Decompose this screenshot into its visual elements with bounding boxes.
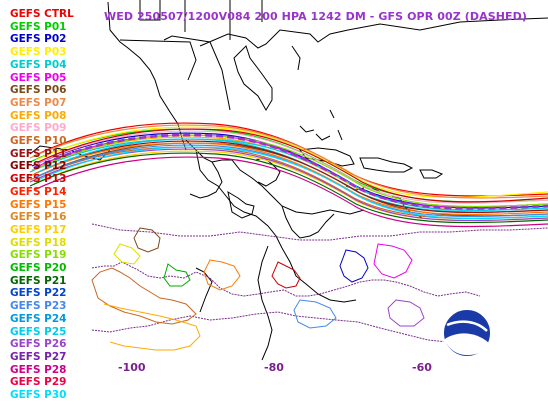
noaa-logo	[442, 308, 492, 358]
legend-entry: GEFS P10	[10, 135, 67, 148]
legend-entry: GEFS P22	[10, 287, 67, 300]
legend-entry: GEFS P05	[10, 71, 67, 84]
legend-entry: GEFS P21	[10, 274, 67, 287]
legend-entry: GEFS P25	[10, 325, 67, 338]
legend-entry: GEFS P14	[10, 185, 67, 198]
legend-entry: GEFS P16	[10, 211, 67, 224]
legend-entry: GEFS P11	[10, 147, 67, 160]
legend-entry: GEFS P30	[10, 389, 67, 402]
legend-entry: GEFS P24	[10, 312, 67, 325]
legend-entry: GEFS P23	[10, 300, 67, 313]
legend-entry: GEFS P26	[10, 338, 67, 351]
legend-entry: GEFS P06	[10, 84, 67, 97]
legend-entry: GEFS P20	[10, 262, 67, 275]
legend-entry: GEFS P27	[10, 350, 67, 363]
legend-entry: GEFS P19	[10, 249, 67, 262]
legend-entry: GEFS P03	[10, 46, 67, 59]
member-legend: GEFS CTRL GEFS P01 GEFS P02 GEFS P03 GEFS P0…	[10, 8, 74, 402]
dotted-contours	[91, 223, 548, 343]
legend-entry: GEFS P13	[10, 173, 67, 186]
legend-entry: GEFS P28	[10, 363, 67, 376]
legend-entry: GEFS P18	[10, 236, 67, 249]
legend-entry: GEFS P29	[10, 376, 67, 389]
legend-entry: GEFS P08	[10, 109, 67, 122]
map-title: WED 250507/1200V084 200 HPA 1242 DM - GF…	[104, 10, 527, 23]
gfs-oper-contour	[33, 133, 548, 210]
lon-tick-label: -80	[264, 361, 284, 374]
legend-entry: GEFS P02	[10, 33, 67, 46]
legend-entry: GEFS P17	[10, 223, 67, 236]
legend-entry: GEFS P01	[10, 20, 67, 33]
lower-contours	[91, 227, 425, 351]
legend-entry: GEFS P09	[10, 122, 67, 135]
legend-entry: GEFS CTRL	[10, 8, 74, 20]
lon-tick-label: -60	[412, 361, 432, 374]
legend-entry: GEFS P04	[10, 58, 67, 71]
lon-tick-label: -100	[118, 361, 146, 374]
legend-entry: GEFS P07	[10, 96, 67, 109]
legend-entry: GEFS P12	[10, 160, 67, 173]
legend-entry: GEFS P15	[10, 198, 67, 211]
